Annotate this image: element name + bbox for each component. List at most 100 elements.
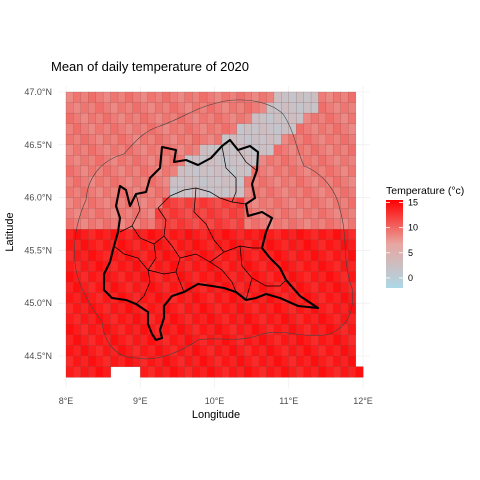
heat-cell	[325, 271, 334, 283]
heat-cell	[88, 271, 97, 283]
heat-cell	[199, 176, 208, 188]
heat-cell	[117, 102, 126, 114]
heat-cell	[325, 260, 334, 272]
heat-cell	[162, 123, 171, 135]
heat-cell	[295, 239, 305, 251]
heat-cell	[169, 303, 178, 315]
heat-cell	[110, 355, 119, 368]
heat-cell	[147, 186, 156, 199]
heat-cell	[140, 281, 149, 294]
heat-cell	[258, 281, 267, 294]
heat-cell	[310, 144, 319, 156]
heat-cell	[266, 324, 275, 336]
heat-cell	[251, 123, 260, 135]
heat-cell	[110, 134, 119, 146]
heat-cell	[199, 91, 208, 104]
heat-cell	[251, 355, 260, 368]
heat-cell	[140, 355, 149, 368]
heat-cell	[325, 239, 334, 251]
heat-cell	[199, 186, 208, 199]
heat-cell	[273, 134, 282, 146]
heat-cell	[110, 271, 119, 283]
heat-cell	[295, 355, 305, 368]
heat-cell	[65, 303, 74, 315]
heat-cell	[184, 292, 193, 304]
heat-cell	[184, 176, 193, 188]
heat-cell	[88, 229, 97, 241]
heat-cell	[192, 366, 201, 378]
y-tick-label: 47.0°N	[24, 87, 52, 97]
heat-cell	[273, 112, 282, 125]
heat-cell	[303, 334, 312, 346]
heat-cell	[333, 165, 342, 177]
heat-cell	[80, 239, 89, 251]
heat-cell	[236, 355, 245, 368]
heat-cell	[251, 366, 260, 378]
heat-cell	[154, 229, 164, 241]
heat-cell	[229, 123, 238, 135]
region-border	[102, 138, 320, 342]
heat-cell	[266, 260, 275, 272]
heat-cell	[177, 91, 186, 104]
heat-cell	[169, 345, 178, 357]
heat-cell	[206, 165, 215, 177]
heat-cell	[65, 229, 74, 241]
heat-cell	[288, 176, 297, 188]
heat-cell	[199, 134, 208, 146]
heat-cell	[244, 250, 253, 262]
heat-cell	[162, 91, 171, 104]
heat-cell	[288, 155, 297, 167]
heat-cell	[140, 165, 149, 177]
heat-cell	[206, 176, 215, 188]
heat-cell	[288, 239, 297, 251]
heat-cell	[251, 134, 260, 146]
heat-cell	[281, 144, 290, 156]
heat-cell	[169, 229, 178, 241]
heat-cell	[102, 123, 112, 135]
heat-cell	[169, 197, 178, 209]
heat-cell	[318, 334, 327, 346]
heat-cell	[295, 176, 305, 188]
heat-cell	[140, 250, 149, 262]
heat-cell	[177, 218, 186, 230]
heat-cell	[132, 144, 141, 156]
heat-cell	[199, 292, 208, 304]
heat-cell	[162, 165, 171, 177]
heat-cell	[177, 102, 186, 114]
heat-cell	[199, 271, 208, 283]
heat-cell	[266, 102, 275, 114]
heat-cell	[140, 207, 149, 220]
heat-cell	[125, 165, 134, 177]
heat-cell	[88, 345, 97, 357]
heat-cell	[288, 271, 297, 283]
heat-cell	[184, 144, 193, 156]
heat-cell	[162, 281, 171, 294]
heat-cell	[310, 155, 319, 167]
heat-cell	[325, 218, 334, 230]
heat-cell	[229, 102, 238, 114]
heat-cell	[214, 102, 223, 114]
heat-cell	[177, 366, 186, 378]
heat-cell	[340, 334, 349, 346]
heat-cell	[229, 239, 238, 251]
heat-cell	[221, 303, 230, 315]
heat-cell	[169, 165, 178, 177]
heat-cell	[273, 123, 282, 135]
heat-cell	[221, 345, 230, 357]
heat-cell	[295, 186, 305, 199]
heat-cell	[192, 207, 201, 220]
heat-cell	[88, 155, 97, 167]
heat-cell	[295, 281, 305, 294]
heat-cell	[295, 250, 305, 262]
heat-cell	[132, 112, 141, 125]
heat-cell	[88, 250, 97, 262]
heat-cell	[295, 112, 305, 125]
heat-cell	[266, 345, 275, 357]
heat-cell	[154, 134, 164, 146]
heat-cell	[295, 324, 305, 336]
heat-cell	[325, 155, 334, 167]
heat-cell	[65, 102, 74, 114]
heat-cell	[310, 186, 319, 199]
heat-cell	[310, 123, 319, 135]
heat-cell	[281, 260, 290, 272]
